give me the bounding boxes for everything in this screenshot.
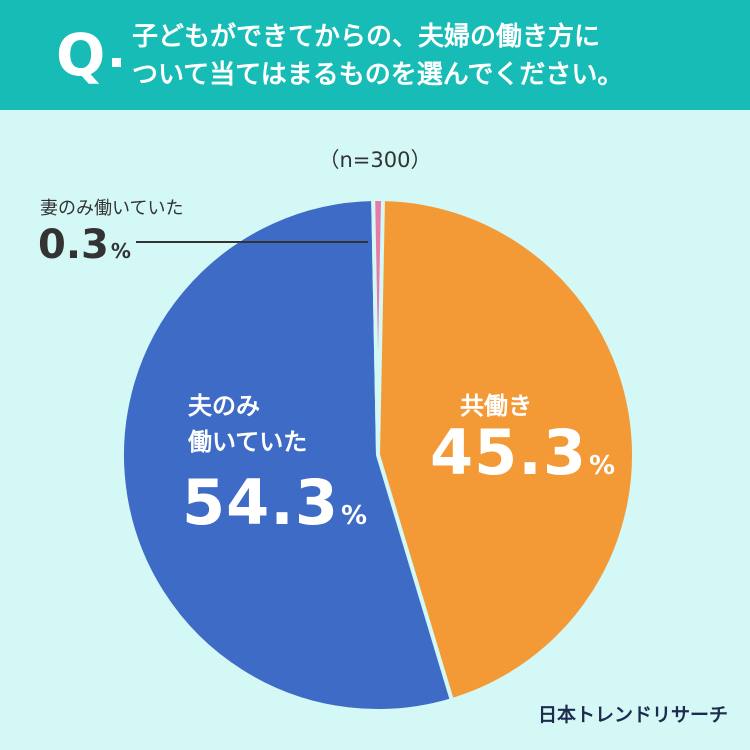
husband-label-line-1: 夫のみ bbox=[188, 392, 260, 420]
question-line-1: 子どもができてからの、夫婦の働き方に bbox=[132, 22, 601, 52]
wife-value-number: 0.3 bbox=[38, 222, 109, 268]
pie-slice-both bbox=[376, 196, 636, 703]
wife-slice-label: 妻のみ働いていた bbox=[40, 198, 184, 219]
husband-value-number: 54.3 bbox=[182, 466, 339, 539]
pie-slice-husband-only bbox=[120, 197, 455, 713]
husband-label-line-2: 働いていた bbox=[188, 428, 308, 456]
q-mark: Q bbox=[56, 21, 106, 89]
husband-slice-value: 54.3% bbox=[182, 466, 367, 539]
q-dot bbox=[112, 58, 121, 67]
question-text: 子どもができてからの、夫婦の働き方に ついて当てはまるものを選んでください。 bbox=[132, 18, 732, 94]
husband-value-unit: % bbox=[340, 501, 368, 531]
brand-logo: 日本トレンドリサーチ bbox=[537, 704, 728, 726]
husband-slice-label: 夫のみ 働いていた bbox=[188, 388, 348, 460]
both-slice-label: 共働き bbox=[460, 392, 532, 420]
both-value-number: 45.3 bbox=[430, 416, 587, 489]
both-slice-value: 45.3% bbox=[430, 416, 615, 489]
both-value-unit: % bbox=[588, 451, 616, 481]
wife-value-unit: % bbox=[110, 239, 131, 263]
pie-slice-wife-only bbox=[371, 197, 386, 456]
wife-slice-value: 0.3% bbox=[38, 222, 131, 268]
question-header: Q 子どもができてからの、夫婦の働き方に ついて当てはまるものを選んでください。 bbox=[0, 0, 750, 110]
sample-size: （n=300） bbox=[318, 148, 432, 172]
question-line-2: ついて当てはまるものを選んでください。 bbox=[132, 60, 624, 90]
